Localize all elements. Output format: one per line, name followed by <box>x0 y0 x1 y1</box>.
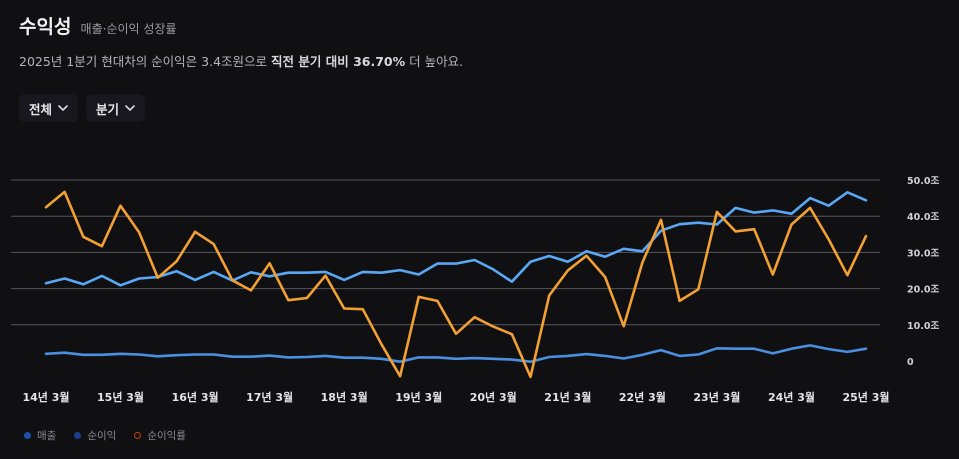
legend-net-margin-label: 순이익률 <box>147 430 186 442</box>
y-tick-label: 40.0조 <box>907 212 939 223</box>
summary-text: 2025년 1분기 현대차의 순이익은 3.4조원으로 직전 분기 대비 36.… <box>19 51 463 70</box>
x-tick-label: 14년 3월 <box>22 390 69 404</box>
y-tick-label: 30.0조 <box>907 248 939 259</box>
legend-net-margin-dot <box>134 432 142 439</box>
series-line-net-income <box>44 344 868 363</box>
y-tick-label: 10.0조 <box>907 321 939 332</box>
x-tick-label: 18년 3월 <box>321 390 368 404</box>
range-dropdown[interactable]: 전체 <box>19 94 79 122</box>
period-dropdown-label: 분기 <box>96 101 120 117</box>
x-tick-label: 17년 3월 <box>246 390 293 404</box>
summary-highlight: 직전 분기 대비 36.70% <box>271 54 406 69</box>
x-tick-label: 15년 3월 <box>97 390 144 404</box>
series-line-net-margin <box>44 190 868 379</box>
x-tick-label: 20년 3월 <box>470 390 517 404</box>
x-tick-label: 25년 3월 <box>842 390 889 404</box>
legend-item-revenue[interactable]: 매출 <box>24 428 56 443</box>
period-dropdown[interactable]: 분기 <box>86 94 146 122</box>
x-tick-label: 19년 3월 <box>395 390 442 404</box>
x-tick-label: 21년 3월 <box>544 390 591 404</box>
legend-net-income-dot <box>74 432 82 439</box>
header: 수익성 매출·순이익 성장률 <box>19 12 177 39</box>
legend-net-income-label: 순이익 <box>87 430 117 442</box>
filter-bar: 전체 분기 <box>19 94 146 122</box>
y-tick-label: 0 <box>907 357 914 368</box>
legend-revenue-dot <box>24 432 31 439</box>
series-line-revenue <box>44 190 868 287</box>
page-title: 수익성 <box>19 16 72 38</box>
profitability-line-chart: 0 10.0조 20.0조 30.0조 40.0조 50.0조 14년 3월 15년 3월 16… <box>11 176 939 404</box>
legend-item-net-income[interactable]: 순이익 <box>74 428 116 443</box>
page-subtitle: 매출·순이익 성장률 <box>80 22 177 36</box>
summary-suffix: 더 높아요. <box>405 54 464 69</box>
x-tick-label: 16년 3월 <box>172 390 219 404</box>
y-tick-label: 20.0조 <box>907 285 939 296</box>
range-dropdown-label: 전체 <box>29 101 53 117</box>
x-tick-label: 24년 3월 <box>768 390 815 404</box>
x-tick-label: 23년 3월 <box>693 390 740 404</box>
chart-legend: 매출 순이익 순이익률 <box>24 428 186 443</box>
y-tick-label: 50.0조 <box>907 176 939 187</box>
chevron-down-icon <box>58 105 68 111</box>
legend-item-net-margin[interactable]: 순이익률 <box>134 428 186 443</box>
legend-revenue-label: 매출 <box>37 430 57 442</box>
chevron-down-icon <box>125 105 135 111</box>
x-tick-label: 22년 3월 <box>619 390 666 404</box>
summary-prefix: 2025년 1분기 현대차의 순이익은 3.4조원으로 <box>19 54 272 69</box>
